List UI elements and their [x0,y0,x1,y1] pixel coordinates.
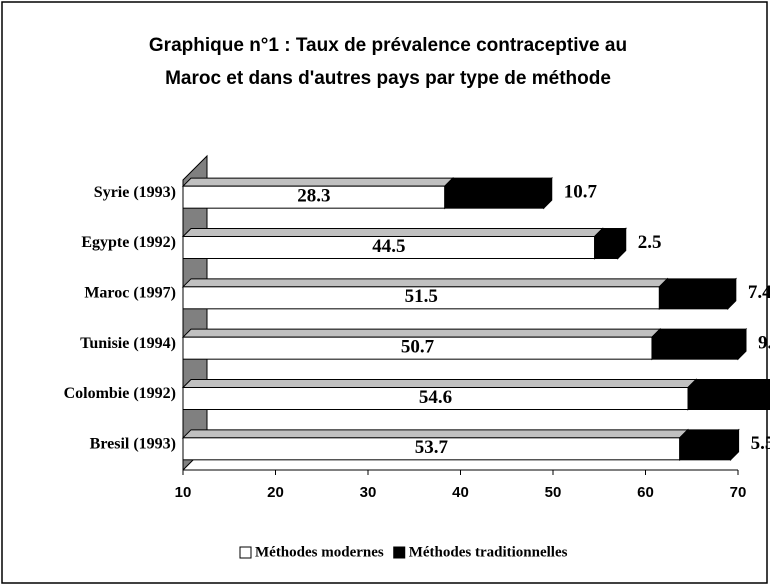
legend-label: Méthodes modernes [255,544,384,560]
chart-title: Maroc et dans d'autres pays par type de … [165,68,611,89]
x-tick-label: 40 [452,484,469,501]
legend-swatch [239,546,252,559]
value-label: 10.7 [564,182,598,203]
bar-top [658,278,738,288]
value-label: 9.3 [758,333,770,354]
value-label: 7.4 [748,282,770,303]
y-tick-label: Egypte (1992) [81,234,176,251]
value-label: 28.3 [297,186,330,207]
legend-label: Méthodes traditionnelles [409,544,568,560]
value-label: 44.5 [372,236,405,257]
bar [679,437,732,461]
value-label: 50.7 [401,337,435,358]
legend-swatch [393,546,406,559]
y-tick-label: Maroc (1997) [84,285,176,302]
y-tick-label: Colombie (1992) [64,385,176,402]
value-label: 5.5 [751,433,770,454]
bar-top [686,379,770,388]
bar [594,236,619,259]
bar [444,185,545,209]
value-label: 53.7 [415,437,449,458]
x-tick-label: 20 [267,484,284,501]
bar [658,286,729,310]
y-tick-label: Syrie (1993) [94,184,176,201]
x-tick-label: 10 [175,484,192,501]
bar [651,336,739,360]
y-tick-label: Bresil (1993) [90,436,176,453]
value-label: 51.5 [405,286,438,307]
chart-title: Graphique n°1 : Taux de prévalence contr… [149,35,627,56]
value-label: 2.5 [638,232,662,253]
bar [687,387,770,410]
bar-top [678,429,740,439]
y-tick-label: Tunisie (1994) [80,335,176,352]
bar-top [443,177,553,187]
bar-top [650,328,748,338]
x-tick-label: 30 [360,484,377,501]
value-label: 54.6 [419,387,452,408]
x-tick-label: 50 [545,484,562,501]
x-tick-label: 60 [637,484,654,501]
x-tick-label: 70 [730,484,747,501]
